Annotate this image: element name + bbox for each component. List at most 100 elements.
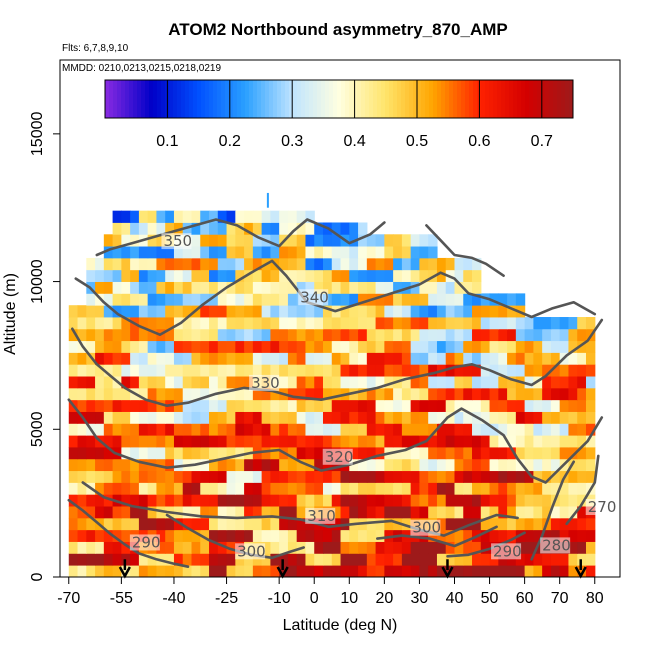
- heatmap-cell: [296, 305, 307, 318]
- heatmap-cell: [226, 387, 236, 401]
- colorbar-segment: [453, 80, 458, 118]
- heatmap-cell: [331, 328, 342, 342]
- heatmap-cell: [322, 553, 333, 566]
- heatmap-cell: [138, 470, 149, 483]
- colorbar-segment: [413, 80, 418, 118]
- heatmap-cell: [463, 376, 473, 389]
- heatmap-cell: [524, 565, 534, 578]
- heatmap-cell: [314, 565, 324, 578]
- heatmap-cell: [410, 293, 421, 306]
- heatmap-cell: [226, 553, 236, 566]
- colorbar-segment: [569, 80, 574, 118]
- heatmap-cell: [68, 423, 79, 436]
- heatmap-cell: [182, 328, 193, 342]
- heatmap-cell: [130, 423, 140, 436]
- heatmap-cell: [542, 399, 552, 412]
- heatmap-cell: [147, 447, 158, 460]
- heatmap-cell: [209, 340, 219, 353]
- heatmap-cell: [515, 399, 526, 412]
- heatmap-cell: [489, 470, 499, 483]
- colorbar-segment: [421, 80, 426, 118]
- heatmap-cell: [366, 399, 377, 412]
- heatmap-cell: [68, 553, 79, 566]
- heatmap-cell: [244, 376, 254, 389]
- heatmap-cell: [454, 317, 464, 330]
- heatmap-cell: [77, 494, 87, 507]
- heatmap-cell: [209, 269, 219, 282]
- contour-label-bg: [298, 289, 329, 306]
- heatmap-cell: [165, 447, 175, 460]
- heatmap-cell: [226, 470, 236, 483]
- heatmap-cell: [375, 352, 385, 365]
- heatmap-cell: [103, 517, 114, 531]
- heatmap-cell: [165, 210, 175, 223]
- heatmap-cell: [112, 234, 122, 247]
- colorbar-segment: [197, 80, 202, 118]
- heatmap-cell: [349, 246, 359, 259]
- heatmap-cell: [261, 565, 271, 578]
- heatmap-cell: [314, 246, 324, 259]
- heatmap-cell: [305, 494, 315, 507]
- heatmap-cell: [279, 340, 289, 353]
- heatmap-cell: [200, 399, 210, 412]
- heatmap-cell: [156, 317, 166, 330]
- heatmap-cell: [226, 364, 236, 377]
- heatmap-cell: [585, 387, 596, 401]
- heatmap-cell: [428, 376, 438, 389]
- heatmap-cell: [524, 411, 534, 424]
- heatmap-cell: [436, 494, 447, 507]
- heatmap-cell: [322, 246, 333, 259]
- heatmap-cell: [454, 435, 464, 448]
- heatmap-cell: [472, 376, 482, 389]
- heatmap-cell: [86, 399, 96, 412]
- heatmap-cell: [366, 565, 377, 578]
- x-tick-label: 70: [551, 590, 569, 607]
- heatmap-cell: [112, 340, 122, 353]
- heatmap-cell: [515, 411, 526, 424]
- heatmap-cell: [305, 269, 315, 282]
- heatmap-cell: [252, 565, 263, 578]
- heatmap-cell: [559, 376, 570, 389]
- heatmap-cell: [410, 565, 421, 578]
- heatmap-cell: [270, 352, 280, 365]
- heatmap-cell: [130, 399, 140, 412]
- heatmap-cell: [296, 494, 307, 507]
- heatmap-cell: [279, 494, 289, 507]
- colorbar-segment: [345, 80, 350, 118]
- heatmap-cell: [515, 293, 526, 306]
- heatmap-cell: [217, 328, 228, 342]
- heatmap-cell: [138, 340, 149, 353]
- heatmap-cell: [270, 529, 280, 542]
- heatmap-cell: [138, 222, 149, 235]
- heatmap-cell: [200, 435, 210, 448]
- heatmap-cell: [77, 387, 87, 401]
- heatmap-cell: [147, 340, 158, 353]
- heatmap-cell: [498, 376, 508, 389]
- heatmap-cell: [480, 364, 491, 377]
- heatmap-cell: [454, 387, 464, 401]
- heatmap-cell: [489, 387, 499, 401]
- heatmap-cell: [244, 246, 254, 259]
- colorbar-segment: [245, 80, 250, 118]
- heatmap-cell: [568, 565, 578, 578]
- heatmap-cell: [489, 376, 499, 389]
- heatmap-cell: [577, 541, 587, 554]
- heatmap-cell: [279, 423, 289, 436]
- heatmap-cell: [445, 305, 456, 318]
- heatmap-cell: [375, 328, 385, 342]
- heatmap-cell: [296, 387, 307, 401]
- heatmap-cell: [121, 246, 131, 259]
- heatmap-cell: [130, 222, 140, 235]
- heatmap-cell: [559, 328, 570, 342]
- heatmap-cell: [559, 340, 570, 353]
- colorbar-segment: [405, 80, 410, 118]
- heatmap-cell: [270, 494, 280, 507]
- heatmap-cell: [331, 257, 342, 271]
- heatmap-cell: [375, 517, 385, 531]
- heatmap-cell: [401, 234, 412, 247]
- heatmap-cell: [436, 423, 447, 436]
- heatmap-cell: [349, 541, 359, 554]
- heatmap-cell: [533, 352, 543, 365]
- heatmap-cell: [577, 517, 587, 531]
- heatmap-cell: [445, 376, 456, 389]
